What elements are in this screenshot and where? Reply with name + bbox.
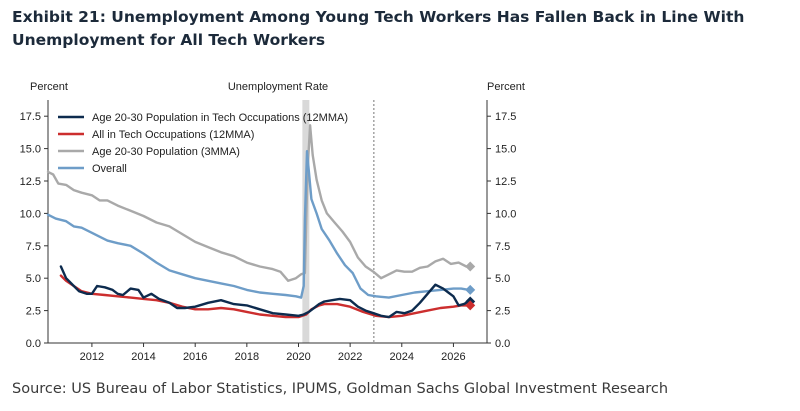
y-tick-label-right: 17.5 — [495, 111, 516, 123]
legend-label: Age 20-30 Population (3MMA) — [92, 146, 240, 158]
exhibit-title: Exhibit 21: Unemployment Among Young Tec… — [12, 8, 745, 49]
y-tick-label-right: 2.5 — [495, 306, 510, 318]
y-tick-label-right: 0.0 — [495, 338, 510, 350]
x-tick-label: 2022 — [338, 351, 362, 363]
legend-label: Age 20-30 Population in Tech Occupations… — [92, 112, 348, 124]
y-tick-label-left: 0.0 — [26, 338, 41, 350]
chart-title: Unemployment Rate — [228, 81, 328, 93]
y-tick-label-right: 15.0 — [495, 144, 516, 156]
y-axis-label-left: Percent — [30, 81, 68, 93]
y-tick-label-right: 12.5 — [495, 176, 516, 188]
y-tick-label-left: 17.5 — [20, 111, 41, 123]
series-line-all-in-tech-occupations-12mma — [59, 274, 471, 319]
x-tick-label: 2012 — [80, 351, 104, 363]
y-tick-label-left: 5.0 — [26, 273, 41, 285]
series-line-overall — [46, 150, 471, 299]
y-axis-label-right: Percent — [487, 81, 525, 93]
y-tick-label-right: 5.0 — [495, 273, 510, 285]
plot-layer: 0.0 0.0 2.5 2.5 5.0 5.0 7.5 7.5 10.0 10.0 12.5 12.5… — [20, 100, 516, 363]
y-tick-label-left: 7.5 — [26, 241, 41, 253]
y-tick-label-right: 7.5 — [495, 241, 510, 253]
end-marker-overall — [465, 284, 476, 295]
y-tick-label-left: 10.0 — [20, 208, 41, 220]
y-tick-label-left: 15.0 — [20, 144, 41, 156]
series-line-age-20-30-population-in-tech-occupations-12mma — [59, 265, 471, 319]
y-tick-label-left: 12.5 — [20, 176, 41, 188]
x-tick-label: 2024 — [390, 351, 414, 363]
x-tick-label: 2018 — [235, 351, 259, 363]
x-tick-label: 2016 — [183, 351, 207, 363]
unemployment-line-chart: Unemployment Rate Percent Percent 0.0 0.0… — [20, 81, 525, 363]
x-tick-label: 2020 — [286, 351, 310, 363]
x-tick-label: 2026 — [441, 351, 465, 363]
legend: Age 20-30 Population in Tech Occupations… — [58, 112, 348, 175]
legend-label: Overall — [92, 163, 127, 175]
y-tick-label-right: 10.0 — [495, 208, 516, 220]
legend-label: All in Tech Occupations (12MMA) — [92, 129, 254, 141]
x-tick-label: 2014 — [131, 351, 155, 363]
end-marker-age-20-30-population-3mma — [465, 261, 476, 272]
chart-area: Unemployment Rate Percent Percent 0.0 0.0… — [0, 70, 800, 370]
end-marker-all-in-tech-occupations-12mma — [465, 300, 476, 311]
source-note: Source: US Bureau of Labor Statistics, I… — [12, 381, 669, 397]
y-tick-label-left: 2.5 — [26, 306, 41, 318]
